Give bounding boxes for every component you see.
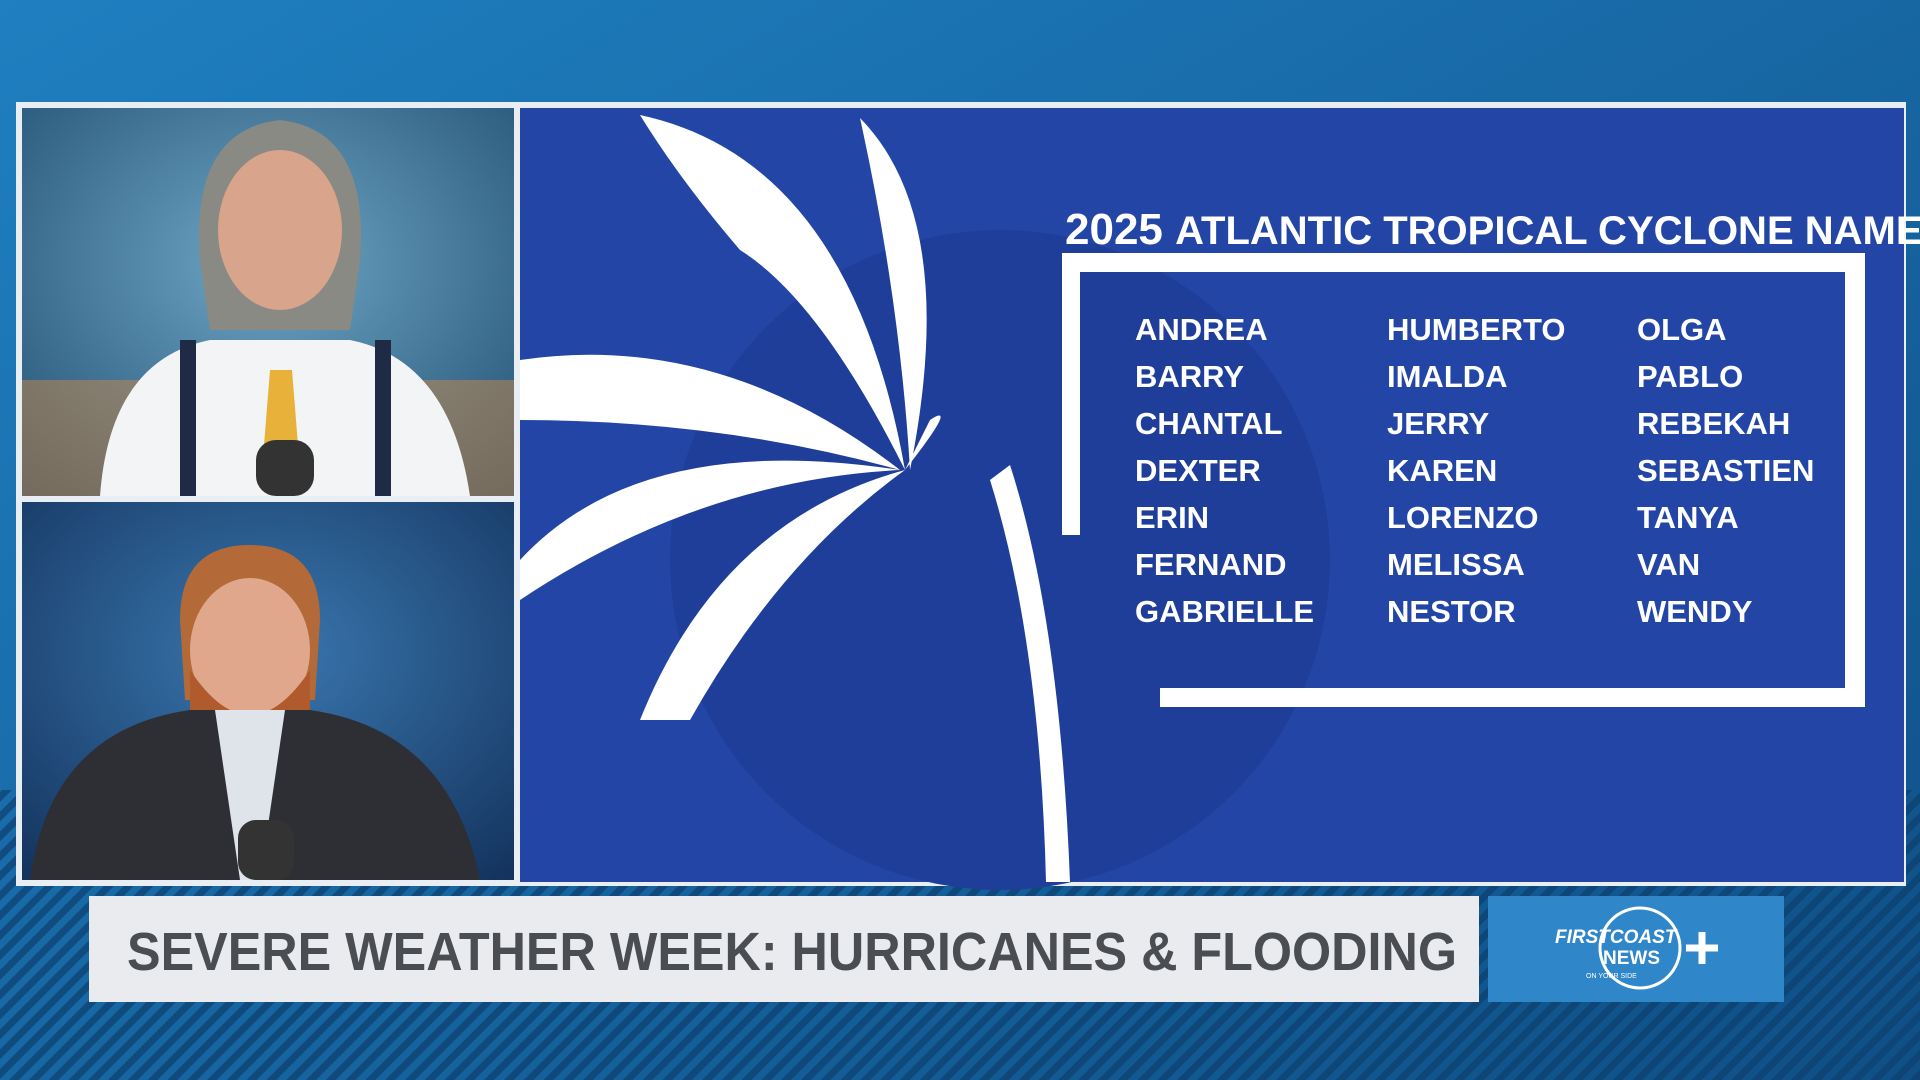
storm-name: PABLO xyxy=(1637,359,1743,394)
names-list: ANDREA BARRY CHANTAL DEXTER ERIN FERNAND GABRI… xyxy=(1135,312,1814,629)
logo-ring xyxy=(1598,906,1682,990)
storm-name: HUMBERTO xyxy=(1387,312,1566,347)
storm-name: DEXTER xyxy=(1135,453,1261,488)
title-year: 2025 xyxy=(1065,205,1163,254)
logo-line1: FIRSTCOAST xyxy=(1555,927,1678,948)
storm-name: MELISSA xyxy=(1387,547,1525,582)
logo-tagline: ON YOUR SIDE xyxy=(1586,973,1637,980)
storm-name: OLGA xyxy=(1637,312,1727,347)
camera-top xyxy=(22,108,514,496)
storm-name: GABRIELLE xyxy=(1135,594,1314,629)
storm-name: TANYA xyxy=(1637,500,1739,535)
storm-name: JERRY xyxy=(1387,406,1490,441)
storm-name: KAREN xyxy=(1387,453,1497,488)
storm-name: ERIN xyxy=(1135,500,1209,535)
storm-name: FERNAND xyxy=(1135,547,1287,582)
banner-text: SEVERE WEATHER WEEK: HURRICANES & FLOODI… xyxy=(127,922,1457,982)
camera-bottom xyxy=(22,502,514,880)
storm-name: SEBASTIEN xyxy=(1637,453,1814,488)
storm-name: VAN xyxy=(1637,547,1700,582)
graphic-title: 2025 ATLANTIC TROPICAL CYCLONE NAMES xyxy=(1065,205,1920,254)
storm-name: CHANTAL xyxy=(1135,406,1283,441)
logo-box xyxy=(1488,896,1784,1002)
banner-box xyxy=(89,896,1479,1002)
storm-name: REBEKAH xyxy=(1637,406,1790,441)
palm-trunk xyxy=(990,465,1070,882)
logo-plus xyxy=(1686,932,1718,964)
storm-name: ANDREA xyxy=(1135,312,1268,347)
storm-name: WENDY xyxy=(1637,594,1753,629)
logo-line2: NEWS xyxy=(1603,948,1660,969)
storm-name: BARRY xyxy=(1135,359,1244,394)
storm-name: LORENZO xyxy=(1387,500,1539,535)
storm-name: NESTOR xyxy=(1387,594,1516,629)
storm-name: IMALDA xyxy=(1387,359,1508,394)
palm-leaves xyxy=(520,115,941,720)
title-text: ATLANTIC TROPICAL CYCLONE NAMES xyxy=(1175,209,1920,253)
graphic-panel: 2025 ATLANTIC TROPICAL CYCLONE NAMES AND… xyxy=(520,108,1920,890)
